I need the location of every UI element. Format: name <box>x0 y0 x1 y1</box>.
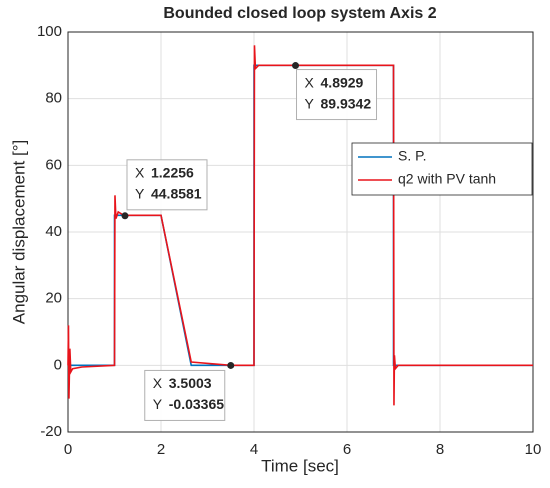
datatip-marker <box>292 62 300 70</box>
x-axis-label: Time [sec] <box>261 456 339 475</box>
x-tick-label: 4 <box>250 441 258 458</box>
x-tick-label: 8 <box>436 441 444 458</box>
datatip-box <box>126 159 208 211</box>
datatip-value: -0.03365 <box>169 396 224 412</box>
legend-label: S. P. <box>398 148 427 164</box>
x-tick-label: 6 <box>343 441 351 458</box>
y-tick-label: 20 <box>45 290 62 307</box>
datatip-value: 3.5003 <box>169 375 212 391</box>
datatip-value: 1.2256 <box>151 165 194 181</box>
datatip-value: 89.9342 <box>321 95 372 111</box>
series-line <box>67 45 533 406</box>
x-tick-label: 0 <box>64 441 72 458</box>
datatip-value: 4.8929 <box>321 74 364 90</box>
y-tick-label: 100 <box>37 23 62 40</box>
y-axis-label: Angular displacement [°] <box>9 140 28 324</box>
datatip-label: X <box>153 375 163 391</box>
legend-box <box>351 142 533 196</box>
datatip-marker <box>121 212 129 220</box>
datatip-label: Y <box>135 186 145 202</box>
datatip-label: X <box>135 165 145 181</box>
legend-label: q2 with PV tanh <box>398 171 496 187</box>
datatip-label: Y <box>153 396 163 412</box>
x-tick-label: 2 <box>157 441 165 458</box>
datatip-label: Y <box>305 95 315 111</box>
y-tick-label: -20 <box>40 423 62 440</box>
datatip-box <box>144 369 226 421</box>
y-tick-label: 40 <box>45 223 62 240</box>
datatip-value: 44.8581 <box>151 186 202 202</box>
chart-title: Bounded closed loop system Axis 2 <box>163 5 436 22</box>
datatip-marker <box>227 361 235 369</box>
x-tick-label: 10 <box>525 441 542 458</box>
datatip-label: X <box>305 74 315 90</box>
axes-box <box>67 31 534 433</box>
y-tick-label: 60 <box>45 156 62 173</box>
y-tick-label: 80 <box>45 90 62 107</box>
y-tick-label: 0 <box>54 356 62 373</box>
datatip-box <box>296 69 378 121</box>
